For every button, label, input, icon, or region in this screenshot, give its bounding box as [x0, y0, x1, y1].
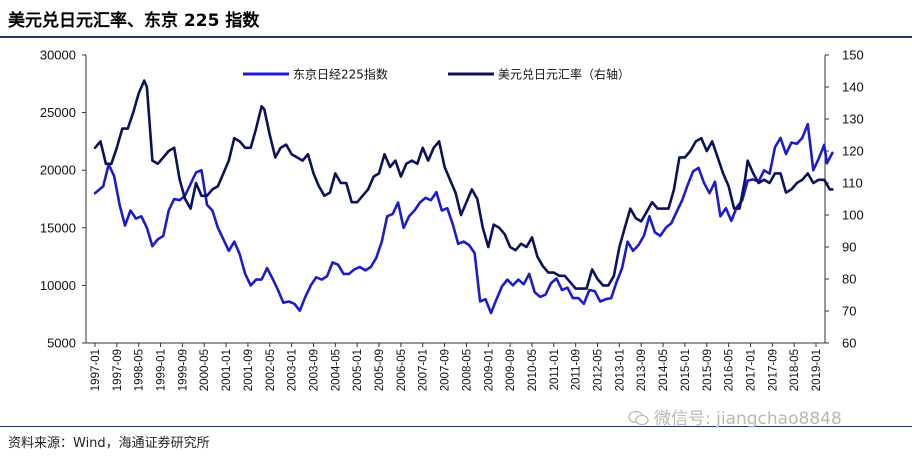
y-left-tick-label: 5000 [47, 336, 76, 351]
x-tick-label: 2002-05 [265, 349, 277, 391]
lines-layer [93, 79, 834, 315]
nikkei-225-line [93, 122, 834, 315]
x-tick-label: 1997-09 [112, 349, 124, 391]
wechat-icon [628, 410, 649, 426]
x-tick-label: 2010-05 [527, 349, 539, 391]
x-tick-label: 2007-09 [440, 349, 452, 391]
x-tick-label: 2018-05 [789, 349, 801, 391]
x-tick-label: 2000-05 [199, 349, 211, 391]
x-tick-label: 2011-09 [571, 349, 583, 390]
y-left-tick-label: 20000 [40, 163, 76, 178]
watermark-text: 微信号: jiangchao8848 [654, 409, 842, 429]
x-tick-label: 1999-09 [177, 349, 189, 391]
x-tick-label: 1997-01 [90, 349, 102, 391]
x-tick-label: 1998-05 [134, 349, 146, 391]
axes-layer: 30000 25000 20000 15000 10000 5000 150 140 130 12… [40, 48, 864, 392]
x-tick-label: 2009-09 [505, 349, 517, 391]
y-left-tick-label: 25000 [40, 105, 76, 120]
y-right-tick-label: 100 [842, 208, 864, 223]
legend: 东京日经225指数 美元兑日元汇率（右轴） [243, 67, 630, 82]
x-tick-label: 2016-05 [724, 349, 736, 391]
y-right-tick-label: 90 [842, 240, 856, 255]
x-tick-label: 2017-01 [745, 349, 757, 391]
y-right-tick-label: 140 [842, 80, 864, 95]
watermark: 微信号: jiangchao8848 [628, 404, 842, 429]
x-tick-label: 2017-09 [767, 349, 779, 391]
x-tick-label: 2011-01 [549, 349, 561, 390]
y-left-tick-label: 15000 [40, 220, 76, 235]
x-tick-label: 2001-09 [243, 349, 255, 391]
x-tick-label: 2008-05 [461, 349, 473, 391]
y-right-tick-label: 60 [842, 336, 856, 351]
x-tick-label: 2007-01 [418, 349, 430, 391]
x-tick-label: 2015-09 [702, 349, 714, 391]
usd-jpy-line [93, 79, 834, 290]
x-tick-label: 2001-01 [221, 349, 233, 391]
x-tick-label: 2013-09 [636, 349, 648, 391]
y-right-tick-label: 70 [842, 304, 856, 319]
legend-label-usdjpy: 美元兑日元汇率（右轴） [498, 67, 630, 82]
y-right-tick-label: 120 [842, 144, 864, 159]
x-tick-label: 2003-09 [308, 349, 320, 391]
chart-title: 美元兑日元汇率、东京 225 指数 [8, 11, 260, 31]
source-note: 资料来源：Wind，海通证券研究所 [8, 436, 210, 451]
x-tick-label: 2013-01 [614, 349, 626, 391]
x-tick-label: 2009-01 [483, 349, 495, 391]
title-divider [0, 36, 912, 38]
x-tick-label: 2019-01 [811, 349, 823, 391]
x-tick-label: 1999-01 [156, 349, 168, 391]
y-right-tick-label: 110 [842, 176, 863, 191]
x-tick-label: 2006-05 [396, 349, 408, 391]
x-tick-label: 2004-05 [330, 349, 342, 391]
x-tick-label: 2005-01 [352, 349, 364, 391]
y-left-tick-label: 10000 [40, 278, 76, 293]
x-tick-label: 2003-01 [287, 349, 299, 391]
x-tick-label: 2015-01 [680, 349, 692, 391]
y-left-tick-label: 30000 [40, 48, 76, 63]
y-right-tick-label: 150 [842, 48, 864, 63]
y-right-tick-label: 80 [842, 272, 856, 287]
x-tick-label: 2005-09 [374, 349, 386, 391]
footer-divider [0, 426, 912, 427]
x-tick-label: 2014-05 [658, 349, 670, 391]
x-tick-label: 2012-05 [593, 349, 605, 391]
y-right-tick-label: 130 [842, 112, 864, 127]
legend-label-nikkei: 东京日经225指数 [293, 67, 388, 82]
